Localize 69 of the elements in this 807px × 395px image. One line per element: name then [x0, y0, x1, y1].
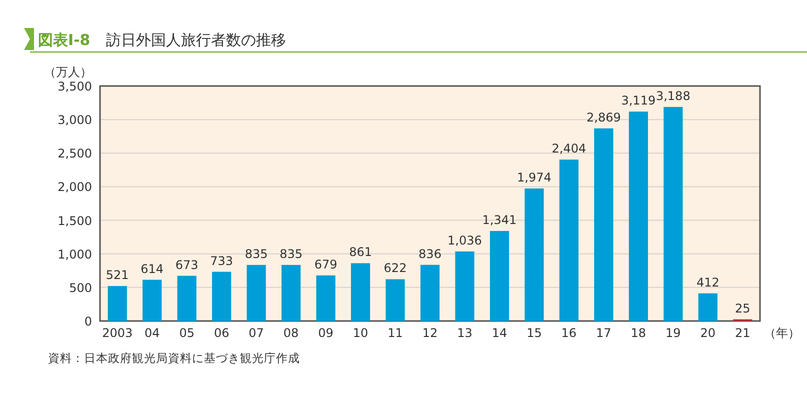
data-label: 2,869: [586, 110, 621, 124]
bar: [212, 272, 232, 321]
y-tick-label: 500: [69, 280, 92, 295]
x-tick-label: 13: [457, 326, 472, 340]
x-tick-label: 19: [666, 326, 681, 340]
bar: [664, 106, 683, 321]
x-tick-label: 18: [630, 326, 646, 340]
x-tick-label: 2003: [102, 326, 133, 340]
y-axis-title: （万人）: [44, 65, 92, 79]
text: 図表Ⅰ-8: [38, 31, 90, 49]
y-tick-label: 2,500: [58, 146, 92, 161]
x-tick-label: 07: [248, 326, 264, 340]
bar: [282, 264, 301, 321]
x-axis-title: （年）: [764, 326, 800, 340]
x-tick-label: 12: [422, 326, 438, 340]
data-label: 673: [175, 258, 198, 272]
bar: [524, 188, 544, 321]
data-label: 622: [384, 261, 407, 276]
data-label: 521: [106, 268, 129, 282]
bar: [350, 263, 370, 321]
x-tick-label: 11: [388, 326, 403, 340]
data-label: 836: [418, 246, 442, 261]
x-tick-label: 08: [283, 326, 299, 340]
text: 資料：日本政府観光局資料に基づき観光庁作成: [48, 351, 300, 365]
data-label: 1,036: [448, 233, 482, 248]
data-label: 3,188: [656, 88, 690, 103]
bar: [246, 264, 266, 321]
data-label: 861: [349, 245, 372, 260]
x-tick-label: 06: [214, 326, 230, 340]
y-tick-label: 3,000: [58, 113, 92, 128]
bar: [177, 276, 196, 321]
x-tick-label: 21: [734, 326, 750, 340]
x-tick-label: 10: [352, 326, 368, 340]
data-label: 733: [210, 254, 234, 268]
x-tick-label: 09: [318, 326, 334, 340]
bar: [559, 160, 578, 321]
data-label: 3,119: [621, 94, 656, 108]
y-tick-label: 3,500: [58, 80, 92, 94]
y-tick-label: 0: [84, 314, 92, 328]
data-label: 412: [696, 275, 720, 290]
bar: [316, 275, 336, 321]
data-label: 835: [244, 246, 268, 261]
bar: [142, 280, 162, 321]
x-tick-label: 14: [492, 326, 508, 340]
y-tick-label: 2,000: [58, 180, 92, 194]
x-tick-label: 17: [596, 326, 612, 340]
data-label: 835: [280, 246, 303, 261]
x-tick-label: 04: [144, 326, 160, 340]
bar: [698, 293, 718, 321]
y-tick-label: 1,500: [58, 214, 92, 228]
data-label: 25: [734, 301, 750, 316]
y-tick-label: 1,000: [58, 247, 92, 262]
bar: [628, 112, 648, 321]
x-tick-label: 05: [179, 326, 194, 340]
bar: [455, 251, 474, 321]
data-label: 1,974: [517, 170, 552, 184]
bar: [420, 264, 440, 321]
data-label: 2,404: [552, 142, 586, 156]
bar: [490, 230, 510, 321]
data-label: 614: [140, 262, 164, 276]
data-label: 1,341: [482, 212, 517, 227]
chart-title: 訪日外国人旅行者数の推移: [106, 31, 286, 49]
x-tick-label: 16: [561, 326, 577, 340]
bar: [386, 279, 405, 321]
x-tick-label: 15: [526, 326, 542, 340]
x-tick-label: 20: [700, 326, 716, 340]
data-label: 679: [314, 257, 338, 272]
bar: [594, 128, 614, 321]
bar: [108, 286, 127, 321]
